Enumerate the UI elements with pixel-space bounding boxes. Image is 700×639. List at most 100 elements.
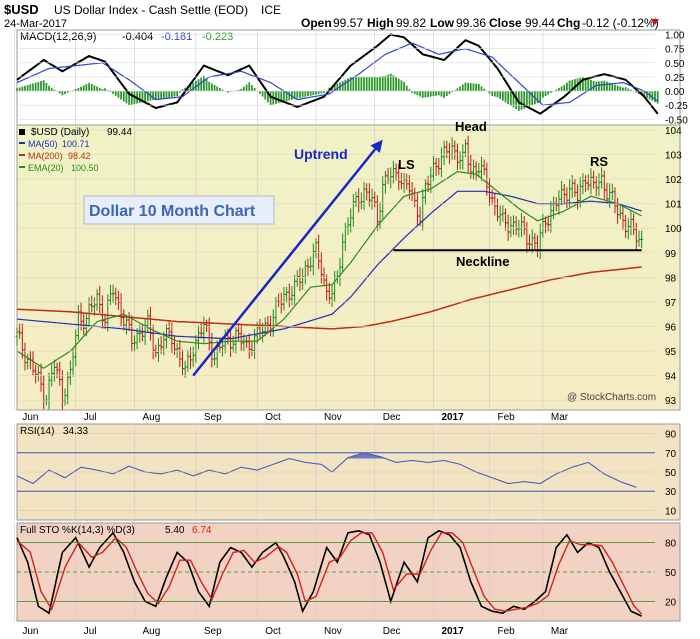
macd-histogram-bar — [557, 88, 560, 92]
macd-histogram-bar — [606, 81, 608, 92]
ema20-legend-label: EMA(20) — [28, 163, 64, 173]
uptrend-arrow — [192, 148, 377, 377]
macd-histogram-bar — [627, 88, 630, 92]
macd-histogram-bar — [173, 91, 176, 97]
macd-histogram-bar — [555, 89, 558, 92]
macd-histogram-bar — [24, 85, 26, 92]
uptrend-arrowhead — [370, 139, 383, 153]
rsi-tick-label: 90 — [665, 430, 677, 441]
macd-histogram-bar — [178, 91, 181, 93]
price-tick-label: 103 — [665, 150, 682, 161]
down-triangle-icon — [651, 19, 659, 25]
macd-histogram-bar — [445, 91, 448, 96]
price-tick-label: 98 — [665, 273, 677, 284]
sto-k-line — [16, 529, 643, 617]
macd-histogram-bar — [397, 78, 400, 92]
close-label: Close — [489, 16, 522, 30]
macd-histogram-bar — [37, 81, 40, 92]
macd-histogram-bar — [371, 76, 373, 92]
macd-histogram-bar — [160, 91, 163, 99]
macd-histogram-bar — [416, 91, 419, 96]
sto-tick-label: 20 — [665, 597, 677, 608]
x-axis-label: Oct — [265, 626, 281, 637]
macd-histogram-bar — [21, 86, 24, 92]
macd-histogram-bar — [574, 79, 576, 92]
macd-histogram-bar — [472, 83, 475, 92]
x-axis-label: Nov — [324, 626, 342, 637]
macd-histogram-bar — [144, 91, 147, 102]
macd-histogram-bar — [611, 83, 614, 92]
macd-histogram-bar — [429, 91, 432, 97]
macd-histogram-bar — [315, 91, 317, 95]
chg-label: Chg — [557, 16, 580, 30]
macd-histogram-bar — [421, 91, 424, 98]
macd-histogram-bar — [189, 84, 192, 92]
macd-histogram-bar — [226, 91, 229, 93]
rsi-tick-label: 30 — [665, 487, 677, 498]
macd-histogram-bar — [539, 91, 542, 103]
macd-histogram-bar — [355, 76, 357, 92]
macd-histogram-bar — [323, 91, 325, 93]
macd-legend-label: MACD(12,26,9) — [20, 31, 96, 43]
macd-histogram-bar — [499, 91, 502, 99]
macd-histogram-bar — [304, 91, 307, 97]
macd-histogram-bar — [267, 91, 269, 103]
price-panel — [16, 124, 681, 411]
neckline-label: Neckline — [456, 254, 509, 269]
x-axis-label: Feb — [498, 626, 516, 637]
x-axis-label: Aug — [142, 626, 160, 637]
macd-histogram-bar — [341, 81, 344, 92]
macd-histogram-bar — [277, 91, 280, 104]
macd-histogram-bar — [616, 85, 619, 92]
open-label: Open — [301, 16, 332, 30]
macd-histogram-bar — [280, 91, 283, 103]
macd-tick-label: 0.00 — [665, 87, 685, 98]
macd-histogram-bar — [122, 91, 125, 102]
macd-histogram-bar — [74, 89, 77, 92]
chg-value: -0.12 (-0.12%) — [582, 16, 659, 30]
macd-histogram-bar — [162, 91, 165, 99]
macd-histogram-bar — [352, 77, 355, 92]
macd-histogram-bar — [253, 88, 256, 92]
macd-histogram-bar — [531, 91, 534, 106]
macd-histogram-bar — [413, 91, 416, 94]
macd-histogram-bar — [496, 91, 499, 98]
macd-histogram-bar — [544, 91, 547, 97]
x-axis-label: Dec — [383, 626, 401, 637]
price-legend: $USD (Daily) 99.44 MA(50) 100.71 MA(200)… — [19, 127, 132, 173]
macd-histogram-bar — [128, 91, 131, 106]
macd-histogram-bar — [194, 80, 197, 92]
macd-histogram-bar — [403, 82, 405, 92]
macd-histogram-bar — [453, 90, 456, 92]
macd-histogram-bar — [40, 81, 42, 92]
macd-histogram-bar — [138, 91, 141, 103]
macd-histogram-bar — [515, 91, 518, 110]
macd-histogram-bar — [237, 89, 240, 92]
exchange: ICE — [261, 3, 281, 17]
macd-histogram-bar — [291, 91, 293, 100]
price-tick-label: 99 — [665, 249, 677, 260]
macd-histogram-bar — [200, 77, 203, 92]
instrument-name: US Dollar Index - Cash Settle (EOD) — [54, 3, 248, 17]
price-tick-label: 104 — [665, 126, 682, 137]
ma200-legend-swatch — [19, 154, 25, 156]
macd-histogram-bar — [464, 82, 467, 92]
macd-histogram-bar — [360, 76, 363, 92]
x-axis-label: 2017 — [441, 412, 464, 423]
price-tick-label: 100 — [665, 224, 682, 235]
macd-histogram-bar — [381, 76, 384, 92]
chart-date: 24-Mar-2017 — [4, 18, 67, 30]
macd-histogram-bar — [477, 84, 480, 92]
macd-histogram-bar — [117, 91, 120, 98]
sto-legend-label: Full STO %K(14,3) %D(3) — [20, 525, 135, 536]
macd-histogram-bar — [491, 91, 494, 96]
price-tick-label: 102 — [665, 175, 682, 186]
ema20-legend-value: 100.50 — [71, 163, 99, 173]
macd-histogram-bar — [392, 75, 395, 92]
macd-histogram-bar — [467, 82, 470, 92]
macd-histogram-bar — [32, 83, 34, 92]
macd-histogram-bar — [317, 91, 320, 95]
macd-histogram-bar — [93, 85, 96, 92]
macd-histogram-bar — [85, 84, 88, 92]
x-axis-label: Sep — [204, 412, 222, 423]
